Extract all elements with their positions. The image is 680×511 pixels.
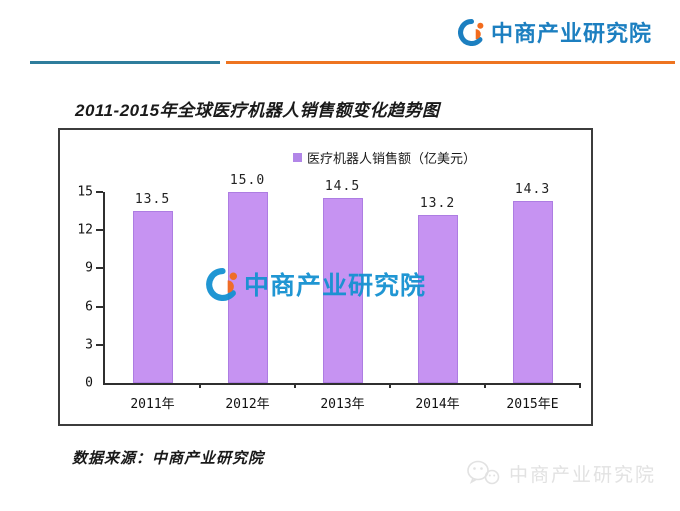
x-axis-label: 2013年 xyxy=(320,397,365,412)
legend-swatch xyxy=(293,153,302,162)
watermark-logo-icon xyxy=(206,267,238,301)
x-axis-tick xyxy=(389,383,391,388)
bar-value-label: 13.2 xyxy=(419,195,456,211)
bar xyxy=(132,211,173,383)
divider-orange-segment xyxy=(226,61,675,64)
x-axis-tick xyxy=(579,383,581,388)
y-axis-label: 15 xyxy=(77,184,93,200)
page-title: 2011-2015年全球医疗机器人销售额变化趋势图 xyxy=(75,101,440,120)
bar-value-label: 13.5 xyxy=(134,192,171,208)
x-axis-tick xyxy=(484,383,486,388)
header-logo: 中商产业研究院 xyxy=(458,16,652,48)
y-axis-label: 6 xyxy=(85,299,93,315)
bar xyxy=(322,198,363,383)
footer-watermark-text: 中商产业研究院 xyxy=(509,464,657,486)
x-axis-label: 2014年 xyxy=(415,397,460,412)
bar xyxy=(417,214,458,383)
x-axis-label: 2015年E xyxy=(506,397,559,412)
y-axis-tick xyxy=(96,305,103,308)
legend-label: 医疗机器人销售额（亿美元） xyxy=(307,152,477,167)
bar-value-label: 15.0 xyxy=(229,173,266,188)
brand-logo-icon xyxy=(458,18,484,46)
divider-teal-segment xyxy=(30,61,220,64)
y-axis-label: 3 xyxy=(85,337,93,353)
brand-name: 中商产业研究院 xyxy=(490,21,652,46)
bar xyxy=(512,200,553,383)
header-divider xyxy=(0,61,680,64)
chart-legend: 医疗机器人销售额（亿美元） xyxy=(293,148,476,167)
y-axis-label: 0 xyxy=(85,375,93,391)
bar xyxy=(227,192,268,383)
y-axis-tick xyxy=(96,229,103,232)
x-axis-tick xyxy=(294,383,296,388)
footer-watermark: 中商产业研究院 xyxy=(465,458,656,488)
bar-value-label: 14.3 xyxy=(514,181,551,197)
bar-value-label: 14.5 xyxy=(324,179,361,195)
y-axis-tick xyxy=(96,343,103,346)
x-axis-tick xyxy=(199,383,201,388)
y-axis-label: 9 xyxy=(85,260,93,276)
chart: 医疗机器人销售额（亿美元） 0 3 6 9 12 15 13.5 2011年 15.0 2012年… xyxy=(58,128,593,426)
plot-area: 0 3 6 9 12 15 13.5 2011年 15.0 2012年 14.5 2013年 13.2 2… xyxy=(77,173,581,412)
wechat-icon xyxy=(467,460,500,485)
chart-watermark: 中商产业研究院 xyxy=(206,266,426,302)
y-axis-tick xyxy=(96,191,103,193)
y-axis-tick xyxy=(96,267,103,270)
source-note: 数据来源：中商产业研究院 xyxy=(72,450,265,467)
y-axis-label: 12 xyxy=(77,222,93,238)
x-axis-label: 2012年 xyxy=(225,397,270,412)
watermark-text: 中商产业研究院 xyxy=(244,272,427,300)
x-axis-label: 2011年 xyxy=(130,397,175,412)
